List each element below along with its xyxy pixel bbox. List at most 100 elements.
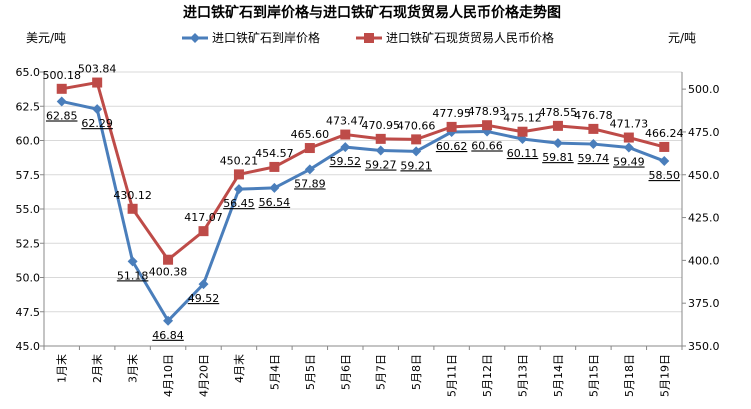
data-label: 49.52 [188,292,220,305]
left-tick-label: 60.0 [16,135,41,148]
x-tick-label: 5月12日 [481,354,494,397]
left-tick-label: 50.0 [16,272,41,285]
data-label: 59.27 [365,159,397,172]
legend-label: 进口铁矿石现货贸易人民币价格 [386,30,554,45]
data-label: 62.29 [81,117,113,130]
data-label: 51.18 [117,269,149,282]
data-point [304,143,315,154]
x-tick-label: 5月4日 [268,354,281,390]
left-tick-label: 57.5 [16,169,41,182]
chart-title: 进口铁矿石到岸价格与进口铁矿石现货贸易人民币价格走势图 [183,4,561,21]
x-tick-label: 1月末 [55,354,69,383]
series-line [61,99,665,324]
x-tick-label: 2月末 [90,354,104,383]
data-point [588,139,599,150]
data-point [198,279,209,290]
right-tick-label: 425.0 [688,212,720,225]
data-point [552,120,563,131]
x-tick-label: 5月6日 [339,354,352,390]
right-tick-label: 350.0 [688,340,720,353]
data-label: 56.45 [223,197,255,210]
data-point [588,123,599,134]
data-point [163,254,174,265]
data-point [482,126,493,137]
data-label: 417.07 [184,211,223,224]
data-label: 478.93 [468,105,507,118]
data-point [552,138,563,149]
data-point [233,169,244,180]
data-label: 46.84 [152,329,184,342]
data-point [269,182,280,193]
data-point [127,203,138,214]
data-point [623,142,634,153]
data-point [375,145,386,156]
left-tick-label: 52.5 [16,237,41,250]
data-label: 450.21 [220,154,259,167]
x-tick-label: 5月14日 [552,354,565,397]
data-point [233,184,244,195]
data-point [340,129,351,140]
data-point [411,146,422,157]
legend-marker [364,33,374,43]
data-label: 503.84 [78,63,117,76]
data-label: 400.38 [149,266,188,279]
legend-label: 进口铁矿石到岸价格 [212,30,320,45]
data-label: 454.57 [255,147,294,160]
data-point [198,226,209,237]
data-label: 60.62 [436,140,468,153]
left-tick-label: 65.0 [16,66,41,79]
data-point [304,164,315,175]
data-label: 478.55 [539,106,578,119]
data-point [482,120,493,131]
data-label: 59.74 [578,152,610,165]
x-tick-label: 5月8日 [410,354,423,390]
data-label: 471.73 [610,118,649,131]
data-label: 62.85 [46,109,78,122]
data-point [269,161,280,172]
data-label: 59.21 [400,159,432,172]
legend: 进口铁矿石到岸价格 进口铁矿石现货贸易人民币价格 [182,30,554,45]
right-tick-label: 400.0 [688,254,720,267]
x-tick-label: 4月10日 [162,354,175,397]
series-layer [56,77,670,326]
x-tick-label: 3月末 [126,354,140,383]
right-axis-unit: 元/吨 [668,31,696,45]
x-tick-label: 5月18日 [623,354,636,397]
legend-marker [190,33,200,43]
data-label: 470.66 [397,119,436,132]
left-tick-label: 47.5 [16,306,41,319]
data-label: 473.47 [326,115,365,128]
data-point [56,96,67,107]
data-point [375,133,386,144]
data-point [163,315,174,326]
left-tick-label: 45.0 [16,340,41,353]
data-point [517,126,528,137]
x-tick-label: 5月13日 [517,354,530,397]
x-tick-label: 4月末 [232,354,246,383]
data-label: 59.49 [613,155,645,168]
data-label: 57.89 [294,177,326,190]
data-point [92,104,103,115]
data-point [340,142,351,153]
right-tick-label: 450.0 [688,169,720,182]
left-tick-label: 62.5 [16,100,41,113]
data-label: 477.95 [432,107,471,120]
right-tick-label: 500.0 [688,83,720,96]
right-tick-label: 375.0 [688,297,720,310]
data-label: 58.50 [649,169,681,182]
x-tick-label: 4月20日 [198,354,211,397]
data-label: 60.66 [471,139,503,152]
data-point [92,77,103,88]
data-label: 475.12 [503,112,542,125]
data-label: 60.11 [507,147,539,160]
left-axis-unit: 美元/吨 [26,31,66,45]
data-point [127,256,138,267]
data-point [659,156,670,167]
x-tick-label: 5月5日 [304,354,317,390]
data-point [659,141,670,152]
data-label: 59.52 [330,155,362,168]
data-label: 466.24 [645,127,684,140]
data-label: 500.18 [42,69,81,82]
data-label: 465.60 [291,128,330,141]
